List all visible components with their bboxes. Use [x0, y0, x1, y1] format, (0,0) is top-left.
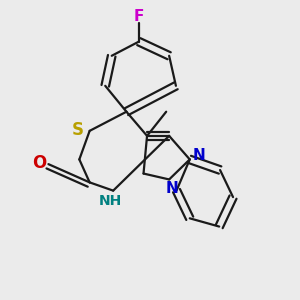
Text: S: S	[71, 121, 83, 139]
Text: N: N	[166, 181, 178, 196]
Text: NH: NH	[99, 194, 122, 208]
Text: O: O	[32, 154, 46, 172]
Text: F: F	[134, 9, 144, 24]
Text: N: N	[192, 148, 205, 164]
